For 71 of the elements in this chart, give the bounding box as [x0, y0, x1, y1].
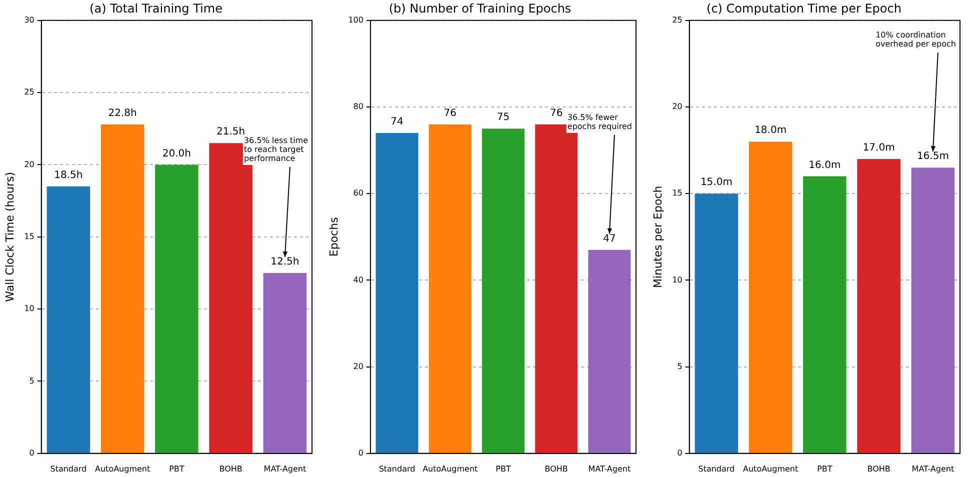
- bar: [857, 158, 900, 453]
- chart-title: (a) Total Training Time: [90, 1, 222, 16]
- x-tick-label: PBT: [496, 464, 511, 474]
- bar: [376, 132, 418, 453]
- x-tick-label: AutoAugment: [743, 464, 798, 474]
- y-tick-label: 25: [672, 15, 682, 24]
- y-tick-label: 20: [672, 102, 682, 112]
- y-axis-title: Epochs: [327, 216, 340, 257]
- data-label: 15.0m: [700, 177, 732, 188]
- data-label: 16.0m: [808, 160, 841, 171]
- y-tick-label: 100: [348, 15, 364, 24]
- x-tick-label: PBT: [169, 464, 184, 474]
- y-tick-label: 25: [24, 88, 34, 97]
- y-tick-label: 15: [672, 188, 682, 198]
- y-tick-label: 30: [24, 15, 34, 24]
- y-tick-label: 10: [672, 275, 682, 284]
- bar: [694, 194, 738, 453]
- x-tick-label: BOHB: [544, 464, 568, 474]
- y-tick-label: 5: [29, 376, 34, 386]
- x-tick-label: PBT: [817, 464, 832, 474]
- x-tick-label: BOHB: [219, 464, 242, 474]
- bar: [748, 142, 792, 453]
- data-label: 18.0m: [754, 125, 787, 136]
- data-label: 76: [444, 108, 456, 119]
- x-tick-label: AutoAugment: [95, 464, 150, 474]
- bar: [46, 186, 90, 453]
- y-tick-label: 0: [29, 448, 34, 458]
- bar: [803, 176, 846, 453]
- y-tick-label: 20: [353, 362, 364, 371]
- x-tick-label: MAT-Agent: [912, 464, 954, 474]
- y-axis-title: Minutes per Epoch: [651, 186, 664, 288]
- chart-title: (c) Computation Time per Epoch: [706, 1, 902, 16]
- bar: [100, 124, 144, 453]
- y-tick-label: 15: [24, 232, 34, 241]
- y-tick-label: 40: [353, 275, 364, 284]
- y-tick-label: 10: [24, 304, 34, 314]
- bar: [263, 272, 307, 453]
- data-label: 16.5m: [916, 151, 949, 162]
- bar: [482, 128, 524, 453]
- x-tick-label: MAT-Agent: [588, 464, 631, 474]
- data-label: 21.5h: [216, 126, 246, 138]
- x-tick-label: Standard: [50, 464, 87, 474]
- x-tick-label: AutoAugment: [422, 464, 478, 474]
- annotation: 36.5% fewer epochs required: [567, 112, 632, 131]
- x-tick-label: Standard: [698, 464, 735, 474]
- x-tick-label: BOHB: [867, 464, 890, 474]
- data-label: 22.8h: [108, 108, 137, 119]
- y-tick-label: 0: [677, 448, 682, 458]
- y-tick-label: 20: [24, 160, 34, 169]
- y-tick-label: 60: [353, 188, 364, 198]
- x-tick-label: Standard: [378, 464, 416, 474]
- bar: [588, 250, 631, 453]
- data-label: 20.0h: [162, 148, 191, 160]
- data-label: 75: [496, 112, 510, 124]
- y-tick-label: 80: [353, 102, 364, 112]
- data-label: 17.0m: [862, 142, 895, 154]
- y-axis-title: Wall Clock Time (hours): [3, 172, 16, 302]
- bar: [155, 164, 198, 453]
- y-tick-label: 5: [677, 362, 682, 371]
- data-label: 74: [390, 116, 404, 128]
- data-label: 76: [550, 108, 563, 119]
- y-tick-label: 0: [358, 448, 364, 458]
- bar: [428, 124, 472, 453]
- data-label: 18.5h: [54, 170, 83, 181]
- x-tick-label: MAT-Agent: [264, 464, 306, 474]
- annotation: 10% coordination overhead per epoch: [876, 30, 956, 49]
- chart-title: (b) Number of Training Epochs: [388, 1, 572, 16]
- bar: [911, 168, 955, 453]
- data-label: 47: [603, 233, 616, 244]
- annotation: 36.5% less time to reach target performance: [244, 136, 308, 164]
- data-label: 12.5h: [270, 256, 300, 268]
